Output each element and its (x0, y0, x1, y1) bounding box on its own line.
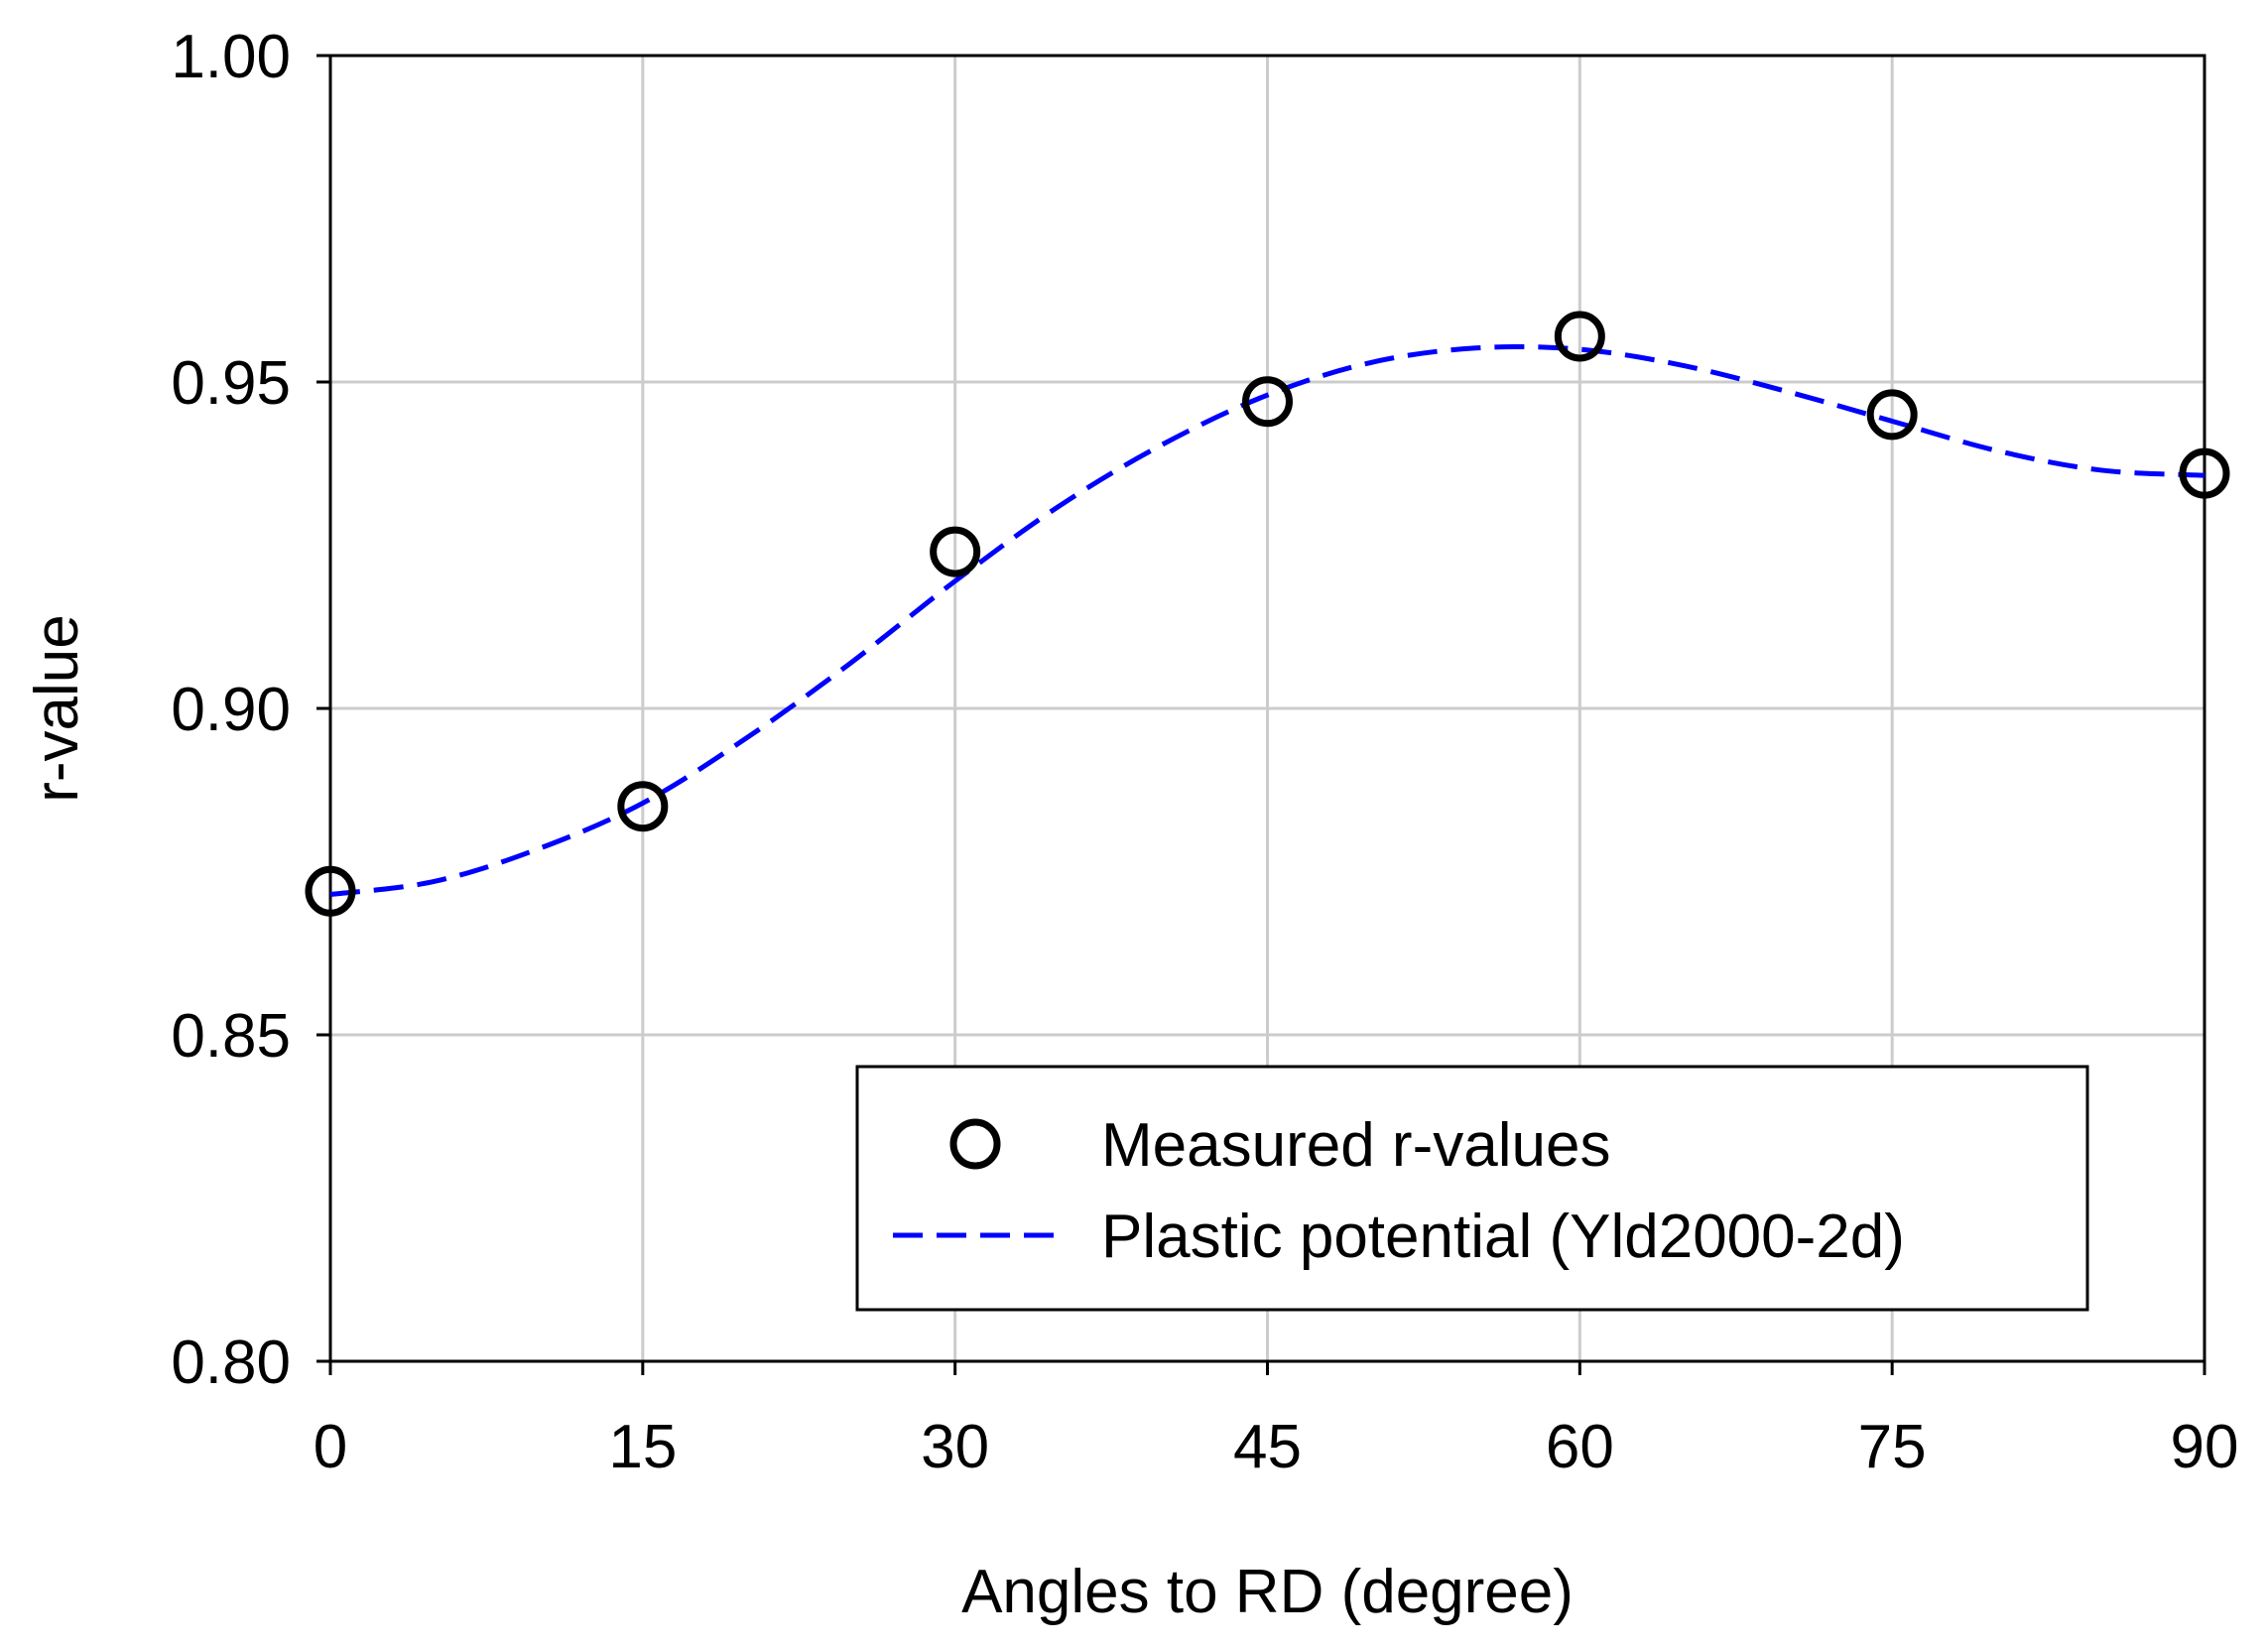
x-tick-label: 15 (608, 1413, 677, 1481)
legend-label-measured: Measured r-values (1101, 1111, 1610, 1180)
y-axis-title: r-value (23, 614, 91, 803)
x-tick-label: 45 (1233, 1413, 1302, 1481)
y-tick-label: 0.95 (171, 349, 291, 418)
y-tick-label: 0.85 (171, 1002, 291, 1071)
data-point-measured (617, 781, 669, 832)
y-tick-label: 0.90 (171, 676, 291, 744)
data-point-measured (930, 526, 981, 577)
x-tick-label: 75 (1858, 1413, 1927, 1481)
axis-ticks: 0 15 30 45 60 75 90 0.80 0.85 0.90 0.95 1.00 (171, 23, 2238, 1481)
grid (330, 56, 2205, 1361)
data-point-measured (305, 865, 356, 917)
y-tick-label: 1.00 (171, 23, 291, 91)
data-point-measured (1242, 376, 1293, 428)
series-layer (305, 311, 2230, 917)
x-tick-label: 60 (1546, 1413, 1614, 1481)
data-point-measured (1554, 311, 1605, 362)
legend: Measured r-values Plastic potential (Yld… (855, 1065, 2089, 1312)
y-tick-label: 0.80 (171, 1329, 291, 1397)
x-tick-label: 30 (921, 1413, 989, 1481)
x-axis-title: Angles to RD (degree) (961, 1558, 1574, 1626)
series-line-plastic-potential (329, 343, 2205, 898)
x-tick-label: 90 (2171, 1413, 2239, 1481)
legend-box (855, 1065, 2089, 1312)
x-tick-label: 0 (314, 1413, 347, 1481)
data-point-measured (2179, 447, 2230, 499)
data-point-measured (1866, 389, 1918, 441)
legend-marker-measured (949, 1118, 1001, 1170)
legend-label-plastic-potential: Plastic potential (Yld2000-2d) (1101, 1203, 1905, 1271)
